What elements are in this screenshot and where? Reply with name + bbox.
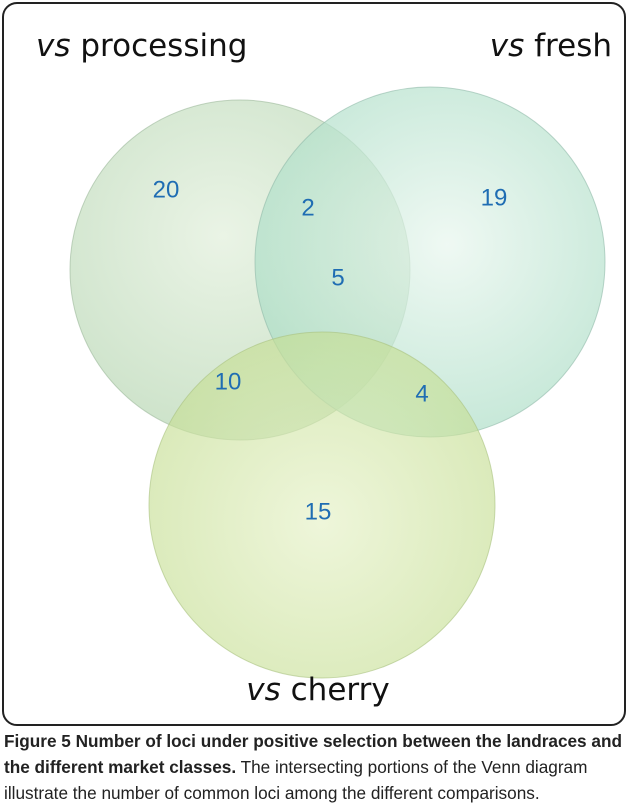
region-count: 20: [153, 176, 180, 203]
caption-text: The intersecting portions of the Venn di…: [4, 757, 588, 803]
region-count: 5: [331, 264, 344, 291]
set-prefix: vs: [36, 28, 71, 64]
caption-label: Figure 5: [4, 731, 71, 751]
set-prefix: vs: [490, 28, 525, 64]
set-name: fresh: [534, 28, 612, 64]
set-name: cherry: [291, 672, 390, 708]
region-count: 15: [305, 498, 332, 525]
set-label: vs processing: [36, 28, 247, 64]
region-count: 19: [481, 184, 508, 211]
set-label: vs fresh: [490, 28, 612, 64]
region-count: 10: [215, 368, 242, 395]
circle-cherry: [148, 331, 496, 679]
set-name: processing: [80, 28, 247, 64]
caption-title: Number of loci under positive selection …: [4, 731, 622, 777]
region-count: 4: [415, 380, 428, 407]
set-label: vs cherry: [246, 672, 389, 708]
set-prefix: vs: [246, 672, 281, 708]
figure-caption: Figure 5 Number of loci under positive s…: [4, 728, 624, 806]
region-count: 2: [301, 194, 314, 221]
